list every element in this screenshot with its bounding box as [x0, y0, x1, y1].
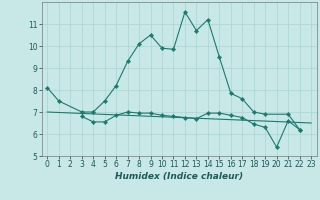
X-axis label: Humidex (Indice chaleur): Humidex (Indice chaleur)	[115, 172, 243, 181]
